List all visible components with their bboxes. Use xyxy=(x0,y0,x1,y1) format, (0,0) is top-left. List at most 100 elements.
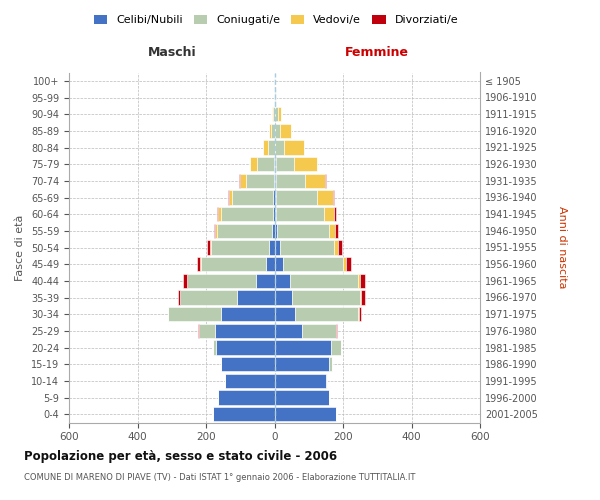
Bar xyxy=(275,274,290,288)
Bar xyxy=(263,140,268,154)
Bar xyxy=(273,207,275,221)
Bar xyxy=(217,224,272,238)
Bar xyxy=(210,240,211,254)
Bar xyxy=(275,324,302,338)
Bar xyxy=(213,340,216,354)
Bar xyxy=(266,257,275,271)
Bar xyxy=(292,290,360,304)
Bar xyxy=(247,174,274,188)
Bar xyxy=(275,290,292,304)
Bar xyxy=(346,257,351,271)
Bar xyxy=(274,90,275,104)
Bar xyxy=(268,140,275,154)
Bar xyxy=(274,174,275,188)
Bar xyxy=(178,290,181,304)
Bar xyxy=(237,290,275,304)
Bar xyxy=(331,340,341,354)
Bar xyxy=(275,140,284,154)
Bar xyxy=(275,374,326,388)
Bar xyxy=(217,207,218,221)
Y-axis label: Fasce di età: Fasce di età xyxy=(16,214,25,280)
Bar xyxy=(283,257,343,271)
Bar xyxy=(302,324,336,338)
Bar xyxy=(360,274,365,288)
Bar xyxy=(181,290,237,304)
Bar xyxy=(221,357,275,371)
Bar xyxy=(211,240,269,254)
Bar xyxy=(184,274,187,288)
Bar xyxy=(325,174,326,188)
Bar xyxy=(290,274,358,288)
Bar xyxy=(275,90,276,104)
Y-axis label: Anni di nascita: Anni di nascita xyxy=(557,206,567,288)
Bar xyxy=(199,324,215,338)
Bar xyxy=(169,307,221,322)
Bar xyxy=(333,190,334,204)
Bar xyxy=(343,257,346,271)
Bar xyxy=(275,190,276,204)
Bar xyxy=(225,374,275,388)
Bar xyxy=(276,190,317,204)
Bar xyxy=(275,157,295,171)
Bar xyxy=(200,257,201,271)
Text: Maschi: Maschi xyxy=(148,46,196,59)
Bar xyxy=(221,307,275,322)
Bar xyxy=(275,407,336,421)
Bar xyxy=(232,190,274,204)
Bar xyxy=(275,257,283,271)
Bar xyxy=(359,307,361,322)
Bar xyxy=(275,207,276,221)
Bar xyxy=(271,124,275,138)
Bar xyxy=(250,157,257,171)
Bar xyxy=(280,240,334,254)
Bar xyxy=(274,190,275,204)
Bar xyxy=(324,207,334,221)
Bar xyxy=(275,124,280,138)
Bar xyxy=(197,257,200,271)
Bar xyxy=(361,290,365,304)
Bar xyxy=(277,224,329,238)
Bar xyxy=(358,307,359,322)
Bar xyxy=(278,107,281,121)
Bar xyxy=(214,224,215,238)
Bar xyxy=(275,174,305,188)
Bar xyxy=(329,357,332,371)
Bar xyxy=(167,307,169,322)
Bar xyxy=(280,124,290,138)
Bar xyxy=(269,124,271,138)
Bar xyxy=(295,307,358,322)
Bar xyxy=(229,190,232,204)
Bar xyxy=(213,407,275,421)
Bar xyxy=(334,207,336,221)
Bar xyxy=(273,107,275,121)
Bar xyxy=(215,224,217,238)
Bar xyxy=(284,140,304,154)
Bar xyxy=(228,190,229,204)
Bar xyxy=(215,324,275,338)
Bar xyxy=(275,224,277,238)
Bar xyxy=(338,240,342,254)
Bar xyxy=(221,207,273,221)
Bar xyxy=(272,107,273,121)
Bar xyxy=(336,324,337,338)
Bar xyxy=(275,340,331,354)
Bar xyxy=(187,274,256,288)
Bar xyxy=(275,240,280,254)
Bar xyxy=(334,240,338,254)
Bar xyxy=(275,357,329,371)
Bar xyxy=(275,390,329,404)
Bar xyxy=(360,290,361,304)
Bar xyxy=(201,257,266,271)
Bar xyxy=(218,207,221,221)
Bar xyxy=(275,307,295,322)
Bar xyxy=(317,190,333,204)
Bar xyxy=(239,174,247,188)
Text: COMUNE DI MARENO DI PIAVE (TV) - Dati ISTAT 1° gennaio 2006 - Elaborazione TUTTI: COMUNE DI MARENO DI PIAVE (TV) - Dati IS… xyxy=(24,472,415,482)
Bar xyxy=(329,224,335,238)
Bar xyxy=(256,274,275,288)
Text: Popolazione per età, sesso e stato civile - 2006: Popolazione per età, sesso e stato civil… xyxy=(24,450,337,463)
Bar xyxy=(216,340,275,354)
Bar xyxy=(305,174,325,188)
Bar xyxy=(358,274,360,288)
Bar xyxy=(276,207,324,221)
